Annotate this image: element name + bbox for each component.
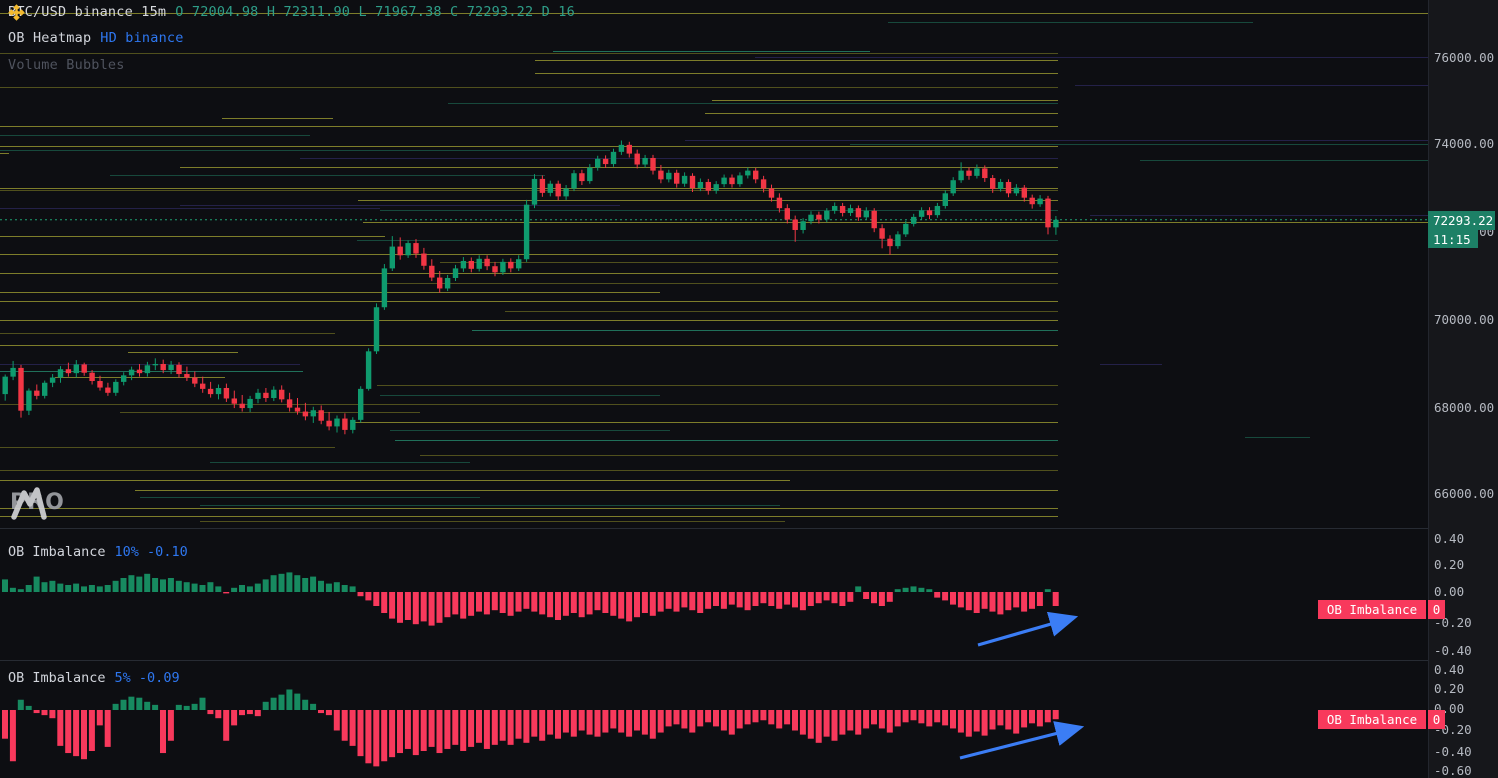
last-price-value: 72293.22 [1428,211,1495,230]
ob-imbalance-5-pane[interactable] [0,660,1428,778]
axis-tick-label: 0.20 [1434,681,1465,696]
ob-imbalance-flag: OB Imbalance [1318,600,1426,619]
trend-arrow-drawing[interactable] [959,721,1085,760]
main-legend: BTC/USD binance 15m O 72004.98 H 72311.9… [8,3,575,21]
indicator-legend-bubbles[interactable]: Volume Bubbles [8,57,125,73]
price-scale[interactable]: 76000.0074000.0072000.0070000.0068000.00… [1428,0,1498,778]
axis-tick-label: 0.40 [1434,531,1465,546]
trend-arrow-drawing[interactable] [977,611,1079,647]
ob-imbalance-flag-value: 0 [1428,600,1445,619]
pane2-title[interactable]: OB Imbalance [8,544,106,560]
pro-logo-icon [11,486,47,520]
pane3-params: 5% -0.09 [114,670,180,686]
ob-imbalance-5-legend[interactable]: OB Imbalance 5% -0.09 [8,670,180,686]
pane-divider[interactable] [0,528,1428,529]
axis-tick-label: 0.00 [1434,584,1465,599]
axis-tick-label: 0.40 [1434,662,1465,677]
bar-countdown: 11:15 [1428,230,1478,248]
binance-logo-icon [8,3,25,21]
axis-tick-label: -0.40 [1434,643,1472,658]
axis-tick-label: -0.60 [1434,763,1472,778]
price-chart-canvas[interactable] [0,0,1428,528]
axis-tick-label: 70000.00 [1434,312,1495,327]
axis-tick-label: 0.20 [1434,557,1465,572]
ob-imbalance-10-pane[interactable] [0,528,1428,660]
pane3-title[interactable]: OB Imbalance [8,670,106,686]
axis-tick-label: 66000.00 [1434,486,1495,501]
indicator-legend-heatmap[interactable]: OB Heatmap HD binance [8,30,184,46]
symbol-title[interactable]: BTC/USD binance 15m [8,4,167,20]
pane2-params: 10% -0.10 [114,544,188,560]
axis-tick-label: 74000.00 [1434,136,1495,151]
last-price-badge: 72293.22 11:15 [1428,211,1495,248]
bubbles-indicator-name[interactable]: Volume Bubbles [8,57,125,73]
axis-tick-label: -0.40 [1434,744,1472,759]
heatmap-indicator-name[interactable]: OB Heatmap [8,30,92,46]
axis-tick-label: 76000.00 [1434,50,1495,65]
ob-imbalance-flag-value: 0 [1428,710,1445,729]
ob-imbalance-flag: OB Imbalance [1318,710,1426,729]
watermark: PRO [10,486,65,520]
pane-divider[interactable] [0,660,1428,661]
ob-imbalance-10-legend[interactable]: OB Imbalance 10% -0.10 [8,544,188,560]
heatmap-indicator-params: HD binance [100,30,184,46]
ohlc-values: O 72004.98 H 72311.90 L 71967.38 C 72293… [175,4,575,20]
axis-tick-label: 68000.00 [1434,400,1495,415]
